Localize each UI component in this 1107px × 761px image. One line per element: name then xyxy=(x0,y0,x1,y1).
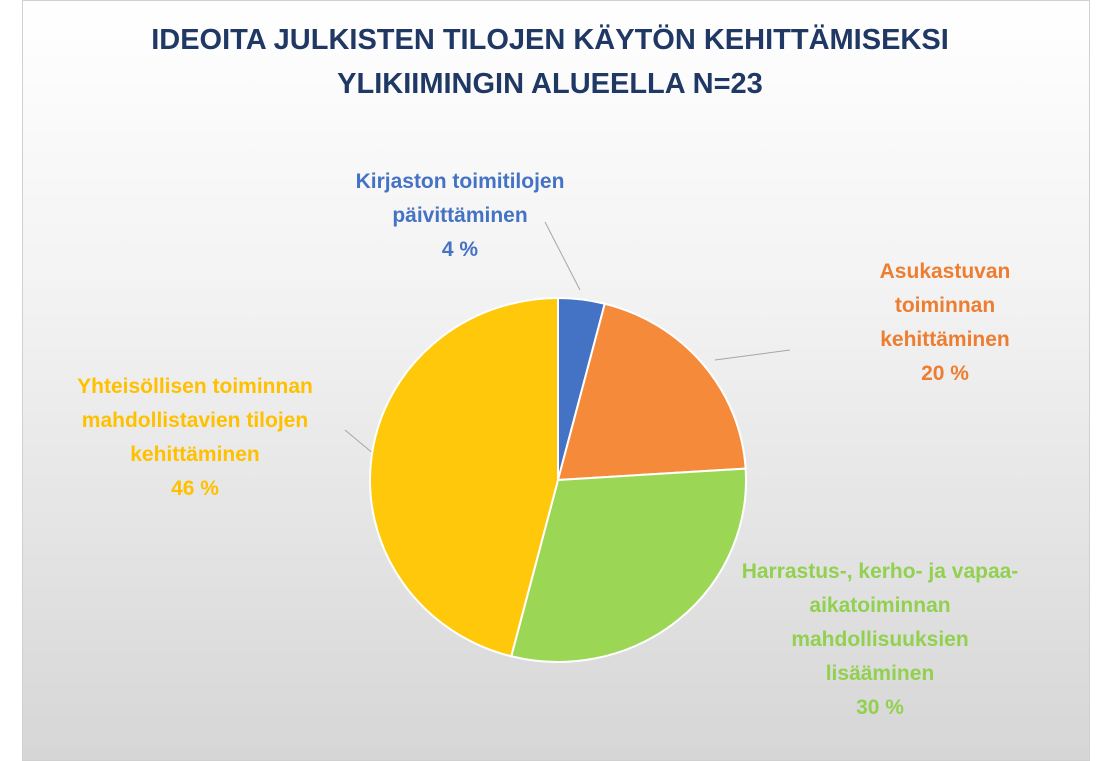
chart-title: IDEOITA JULKISTEN TILOJEN KÄYTÖN KEHITTÄ… xyxy=(151,24,949,100)
leader-lines xyxy=(344,221,791,456)
data-label: Yhteisöllisen toiminnan mahdollistavien … xyxy=(30,370,360,506)
category-label: Harrastus-, kerho- ja vapaa-aikatoiminna… xyxy=(741,560,1019,685)
leader-line xyxy=(544,221,581,291)
pie-slice xyxy=(556,302,747,482)
pie-slice xyxy=(510,467,747,663)
data-label: Harrastus-, kerho- ja vapaa-aikatoiminna… xyxy=(735,555,1025,725)
category-label: Kirjaston toimitilojen päivittäminen xyxy=(355,170,565,227)
value-label: 20 % xyxy=(921,362,969,385)
data-label: Asukastuvan toiminnan kehittäminen 20 % xyxy=(845,255,1045,391)
value-label: 46 % xyxy=(171,477,219,500)
pie-slice xyxy=(369,296,559,658)
data-label: Kirjaston toimitilojen päivittäminen 4 % xyxy=(310,165,610,267)
category-label: Yhteisöllisen toiminnan mahdollistavien … xyxy=(77,375,313,466)
category-label: Asukastuvan toiminnan kehittäminen xyxy=(879,260,1011,351)
value-label: 30 % xyxy=(856,696,904,719)
leader-line xyxy=(344,429,376,456)
value-label: 4 % xyxy=(441,238,479,261)
leader-line xyxy=(714,349,791,361)
